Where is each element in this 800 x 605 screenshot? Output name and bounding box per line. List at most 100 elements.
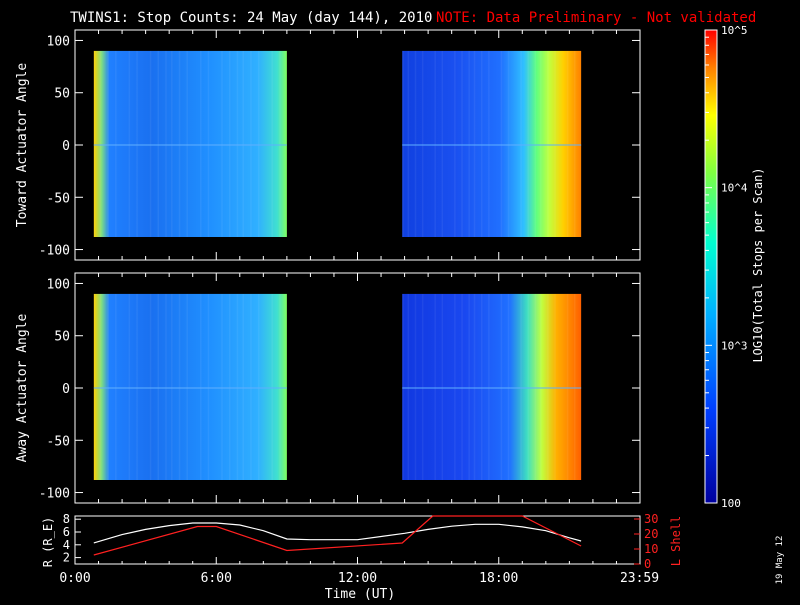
heatmap-streak — [547, 50, 549, 238]
y-tick-label: 100 — [47, 277, 70, 292]
heatmap-streak — [473, 50, 476, 238]
heatmap-streak — [228, 50, 231, 238]
heatmap-streak — [454, 293, 456, 480]
colorbar-label: LOG10(Total Stops per Scan) — [751, 167, 765, 362]
heatmap-streak — [500, 50, 503, 238]
heatmap-streak — [250, 293, 252, 480]
side-date: 19 May 12 — [775, 536, 785, 585]
y-tick-label: 100 — [47, 34, 70, 49]
heatmap-streak — [434, 293, 436, 480]
heatmap-streak — [242, 293, 244, 480]
away-ylabel: Away Actuator Angle — [15, 313, 30, 462]
heatmap-streak — [207, 50, 210, 238]
figure-title: TWINS1: Stop Counts: 24 May (day 144), 2… — [70, 10, 432, 26]
heatmap-streak — [93, 50, 96, 238]
heatmap-streak — [554, 50, 556, 238]
heatmap-streak — [178, 50, 181, 238]
y-tick-label: -50 — [47, 191, 70, 206]
heatmap-streak — [454, 50, 456, 238]
heatmap-streak — [573, 293, 576, 480]
heatmap-streak — [171, 50, 173, 238]
x-tick-label: 23:59 — [620, 571, 659, 586]
heatmap-streak — [149, 293, 152, 480]
y-tick-label: -100 — [39, 244, 70, 259]
heatmap-streak — [566, 293, 569, 480]
heatmap-streak — [242, 50, 244, 238]
heatmap-streak — [279, 50, 281, 238]
heatmap-streak — [414, 50, 417, 238]
heatmap-streak — [554, 293, 556, 480]
left-y-tick-label: 6 — [63, 525, 70, 539]
heatmap-streak — [157, 50, 160, 238]
heatmap-streak — [488, 50, 490, 238]
heatmap-streak — [534, 293, 537, 480]
heatmap-streak — [178, 293, 181, 480]
heatmap-streak — [468, 50, 470, 238]
heatmap-streak — [507, 293, 510, 480]
orbit-left-ylabel: R (R_E) — [41, 517, 55, 568]
x-tick-label: 0:00 — [59, 571, 90, 586]
heatmap-streak — [99, 50, 102, 238]
heatmap-streak — [228, 293, 231, 480]
heatmap-streak — [207, 293, 210, 480]
right-y-tick-label: 10 — [644, 542, 658, 556]
heatmap-streak — [128, 50, 131, 238]
heatmap-streak — [407, 293, 410, 480]
away-heatmap: 100 50 0 -50 -100 — [39, 273, 641, 503]
heatmap-streak — [434, 50, 436, 238]
y-tick-label: 0 — [62, 139, 70, 154]
left-y-tick-label: 4 — [63, 538, 70, 552]
heatmap-streak — [107, 293, 109, 480]
heatmap-streak — [186, 50, 188, 238]
colorbar-ticks: 10^5 10^4 10^3 100 — [705, 24, 748, 510]
toward-heatmap: 100 50 0 -50 -100 — [39, 30, 641, 260]
heatmap-streak — [128, 293, 131, 480]
heatmap-streak — [107, 50, 109, 238]
heatmap-streak — [271, 50, 273, 238]
left-y-tick-label: 8 — [63, 512, 70, 526]
toward-ylabel: Toward Actuator Angle — [15, 63, 30, 228]
heatmap-streak — [534, 50, 537, 238]
colorbar-tick-label: 10^3 — [721, 339, 748, 352]
heatmap-streak — [441, 293, 444, 480]
heatmap-streak — [488, 293, 490, 480]
heatmap-streak — [573, 50, 576, 238]
heatmap-streak — [468, 293, 470, 480]
colorbar-tick-label: 100 — [721, 497, 741, 510]
heatmap-streak — [461, 50, 463, 238]
heatmap-streak — [500, 293, 503, 480]
heatmap-streak — [165, 293, 167, 480]
heatmap-streak — [236, 293, 239, 480]
x-tick-label: 6:00 — [201, 571, 232, 586]
heatmap-streak — [221, 293, 223, 480]
heatmap-streak — [480, 293, 483, 480]
heatmap-streak — [236, 50, 239, 238]
heatmap-streak — [414, 293, 417, 480]
heatmap-streak — [136, 293, 138, 480]
y-tick-label: -50 — [47, 434, 70, 449]
heatmap-streak — [165, 50, 167, 238]
heatmap-streak — [250, 50, 252, 238]
heatmap-block-2 — [402, 293, 582, 480]
y-tick-label: 50 — [54, 330, 70, 345]
heatmap-streak — [527, 50, 529, 238]
y-tick-label: 50 — [54, 87, 70, 102]
heatmap-block-2 — [402, 50, 582, 238]
heatmap-streak — [271, 293, 273, 480]
heatmap-streak — [520, 293, 522, 480]
heatmap-streak — [171, 293, 173, 480]
heatmap-streak — [257, 293, 260, 480]
y-tick-label: 0 — [62, 382, 70, 397]
right-y-tick-label: 20 — [644, 527, 658, 541]
colorbar-tick-label: 10^5 — [721, 24, 748, 37]
colorbar — [704, 29, 718, 504]
heatmap-streak — [407, 50, 410, 238]
r-series-line — [93, 522, 582, 544]
left-y-tick-label: 2 — [63, 551, 70, 565]
heatmap-streak — [539, 293, 542, 480]
heatmap-streak — [221, 50, 223, 238]
heatmap-streak — [421, 50, 424, 238]
x-axis-label: Time (UT) — [325, 587, 395, 600]
heatmap-streak — [566, 50, 569, 238]
